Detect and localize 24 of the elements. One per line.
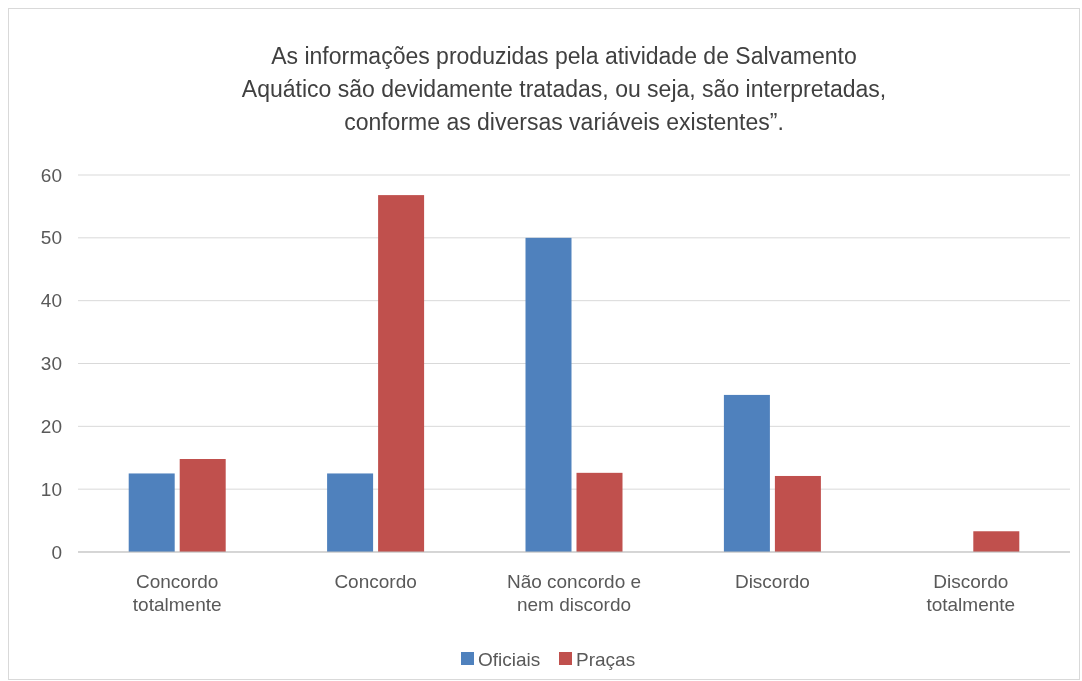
legend-label: Praças xyxy=(576,648,636,670)
bar xyxy=(973,531,1020,552)
y-tick-label: 40 xyxy=(40,290,62,312)
chart-title: As informações produzidas pela atividade de Salvamento Aquático são devidamente tratadas, ou seja, são interpretadas, conforme as diversas variáveis existentes”. xyxy=(241,43,887,135)
x-tick-label: Discordo totalmente xyxy=(926,571,1016,615)
bar xyxy=(774,475,821,552)
y-tick-label: 30 xyxy=(40,353,62,375)
y-tick-label: 0 xyxy=(51,541,62,563)
bar xyxy=(179,459,226,552)
y-tick-label: 20 xyxy=(40,415,62,437)
y-tick-label: 60 xyxy=(40,164,62,186)
x-tick-label: Discordo xyxy=(734,571,810,592)
bar xyxy=(723,394,770,552)
legend-label: Oficiais xyxy=(478,648,541,670)
x-tick-label: Concordo xyxy=(334,571,417,592)
x-tick-label: Concordo totalmente xyxy=(132,571,222,615)
y-tick-label: 50 xyxy=(40,227,62,249)
bar xyxy=(378,195,425,552)
y-tick-label: 10 xyxy=(40,478,62,500)
bar xyxy=(525,237,572,552)
x-tick-label: Não concordo e nem discordo xyxy=(506,571,642,615)
bar xyxy=(128,473,175,552)
bar xyxy=(327,473,374,552)
bar xyxy=(576,472,623,552)
